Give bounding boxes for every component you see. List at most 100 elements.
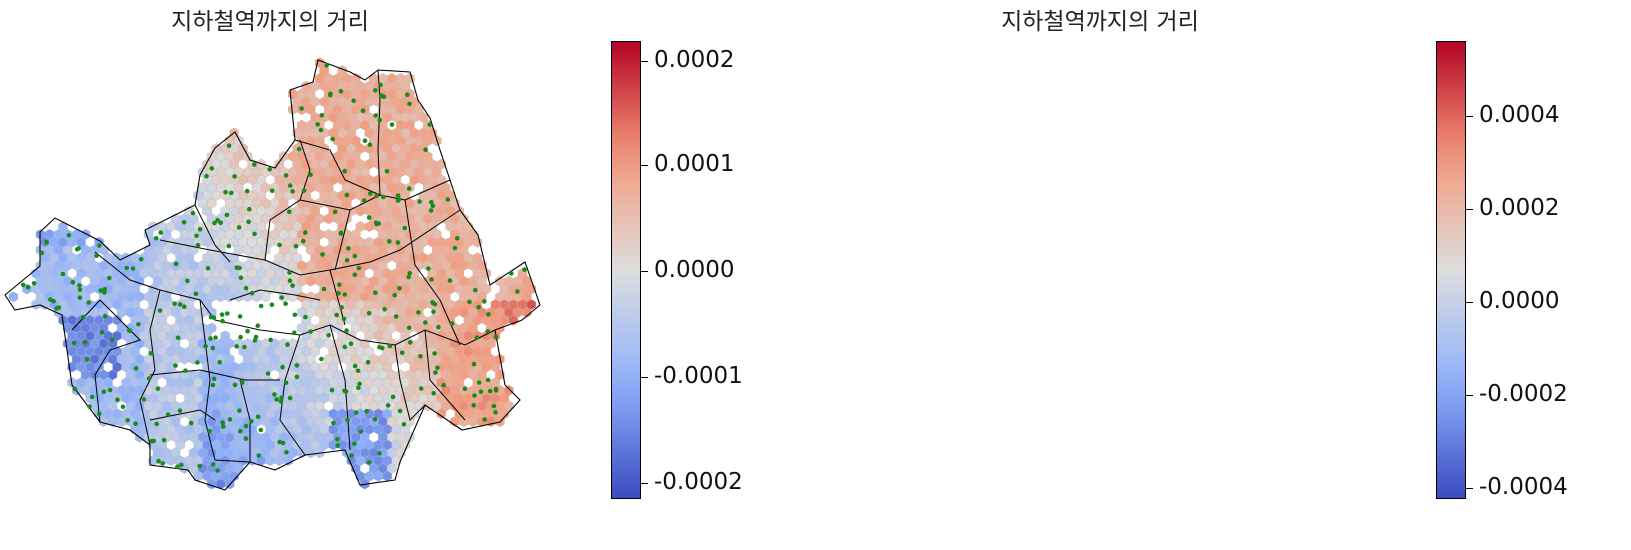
- station-dot: [188, 420, 194, 426]
- station-dot: [249, 419, 254, 424]
- station-dot: [247, 206, 252, 212]
- station-dot: [335, 443, 340, 448]
- station-dot: [48, 297, 53, 302]
- station-dot: [173, 363, 178, 368]
- station-dot: [269, 302, 275, 308]
- station-dot: [253, 334, 259, 340]
- district-boundary: [329, 269, 346, 326]
- map-title: 지하철역까지의 거리: [171, 9, 369, 35]
- station-dot: [252, 338, 258, 343]
- station-dot: [435, 365, 440, 371]
- station-dot: [25, 284, 31, 290]
- station-dot: [332, 209, 338, 215]
- station-dot: [472, 393, 477, 398]
- station-dot: [160, 461, 165, 466]
- hex-cell: [206, 306, 217, 318]
- station-dot: [385, 403, 391, 408]
- station-dot: [341, 316, 347, 322]
- station-dot: [133, 366, 139, 371]
- station-dot: [330, 136, 336, 142]
- station-dot: [158, 230, 163, 235]
- station-dot: [99, 329, 105, 335]
- map-panel-left: 지하철역까지의 거리 0.0002 0.0001 0.0000 -0.0001 …: [0, 0, 815, 550]
- station-dot: [256, 453, 262, 458]
- station-dot: [352, 363, 358, 369]
- station-dot: [377, 344, 382, 350]
- district-boundary: [294, 139, 381, 196]
- station-dot: [445, 197, 451, 202]
- station-dot: [203, 343, 208, 349]
- station-dot: [366, 215, 372, 220]
- station-dot: [308, 329, 313, 334]
- station-dot: [246, 219, 251, 225]
- station-dot: [487, 388, 493, 394]
- station-dot: [165, 412, 171, 417]
- station-dot: [182, 304, 187, 310]
- station-dot: [210, 345, 216, 351]
- station-dot: [486, 312, 491, 317]
- station-dot: [208, 336, 213, 341]
- station-dot: [71, 340, 77, 346]
- station-dot: [195, 242, 201, 248]
- station-dot: [395, 193, 401, 198]
- station-dot: [146, 376, 152, 381]
- station-dot: [277, 242, 282, 248]
- station-dot: [356, 265, 362, 271]
- station-dot: [447, 278, 453, 283]
- station-dot: [133, 421, 138, 426]
- station-dot: [172, 301, 177, 307]
- station-dot: [102, 290, 107, 295]
- station-dot: [328, 91, 333, 97]
- station-dot: [70, 280, 76, 285]
- station-dot: [194, 233, 199, 239]
- station-dot: [382, 307, 387, 312]
- station-dot: [115, 397, 120, 403]
- station-dot: [101, 389, 107, 395]
- station-dot: [441, 382, 446, 388]
- station-dot: [357, 381, 362, 387]
- station-dot: [338, 88, 344, 94]
- station-dot: [258, 427, 264, 433]
- seoul-hexbin-map: [4, 57, 541, 491]
- station-dot: [177, 302, 183, 307]
- station-dot: [417, 199, 422, 204]
- station-dot: [402, 225, 408, 231]
- station-dot: [482, 417, 488, 422]
- station-dot: [301, 188, 307, 193]
- station-dot: [462, 386, 468, 392]
- district-boundary: [159, 209, 461, 276]
- station-dot: [471, 403, 477, 408]
- station-dot: [342, 388, 347, 394]
- station-dot: [210, 382, 216, 388]
- station-dot: [177, 408, 183, 414]
- colorbar: [611, 41, 641, 499]
- station-dot: [395, 240, 401, 245]
- station-dot: [252, 231, 257, 237]
- station-dot: [509, 271, 514, 276]
- station-dot: [109, 337, 115, 343]
- station-dot: [436, 324, 441, 330]
- station-dot: [258, 303, 264, 309]
- station-dot: [74, 247, 80, 252]
- station-dot: [522, 267, 527, 272]
- station-dot: [287, 270, 292, 275]
- station-dot: [454, 236, 460, 241]
- station-dot: [373, 113, 378, 118]
- station-dot: [220, 420, 225, 425]
- hex-cell: [436, 408, 446, 420]
- station-dot: [491, 403, 497, 409]
- station-dot: [389, 122, 395, 127]
- station-dot: [493, 409, 498, 415]
- station-dot: [431, 391, 437, 396]
- station-dot: [338, 231, 344, 236]
- station-dot: [329, 387, 335, 393]
- station-dot: [315, 122, 321, 127]
- station-dot: [249, 290, 255, 296]
- station-dot: [153, 235, 159, 241]
- station-dot: [237, 314, 243, 319]
- station-dot: [278, 399, 284, 404]
- station-dot: [232, 174, 237, 179]
- station-dot: [452, 245, 458, 251]
- station-dot: [423, 147, 428, 152]
- hex-cell: [8, 291, 19, 303]
